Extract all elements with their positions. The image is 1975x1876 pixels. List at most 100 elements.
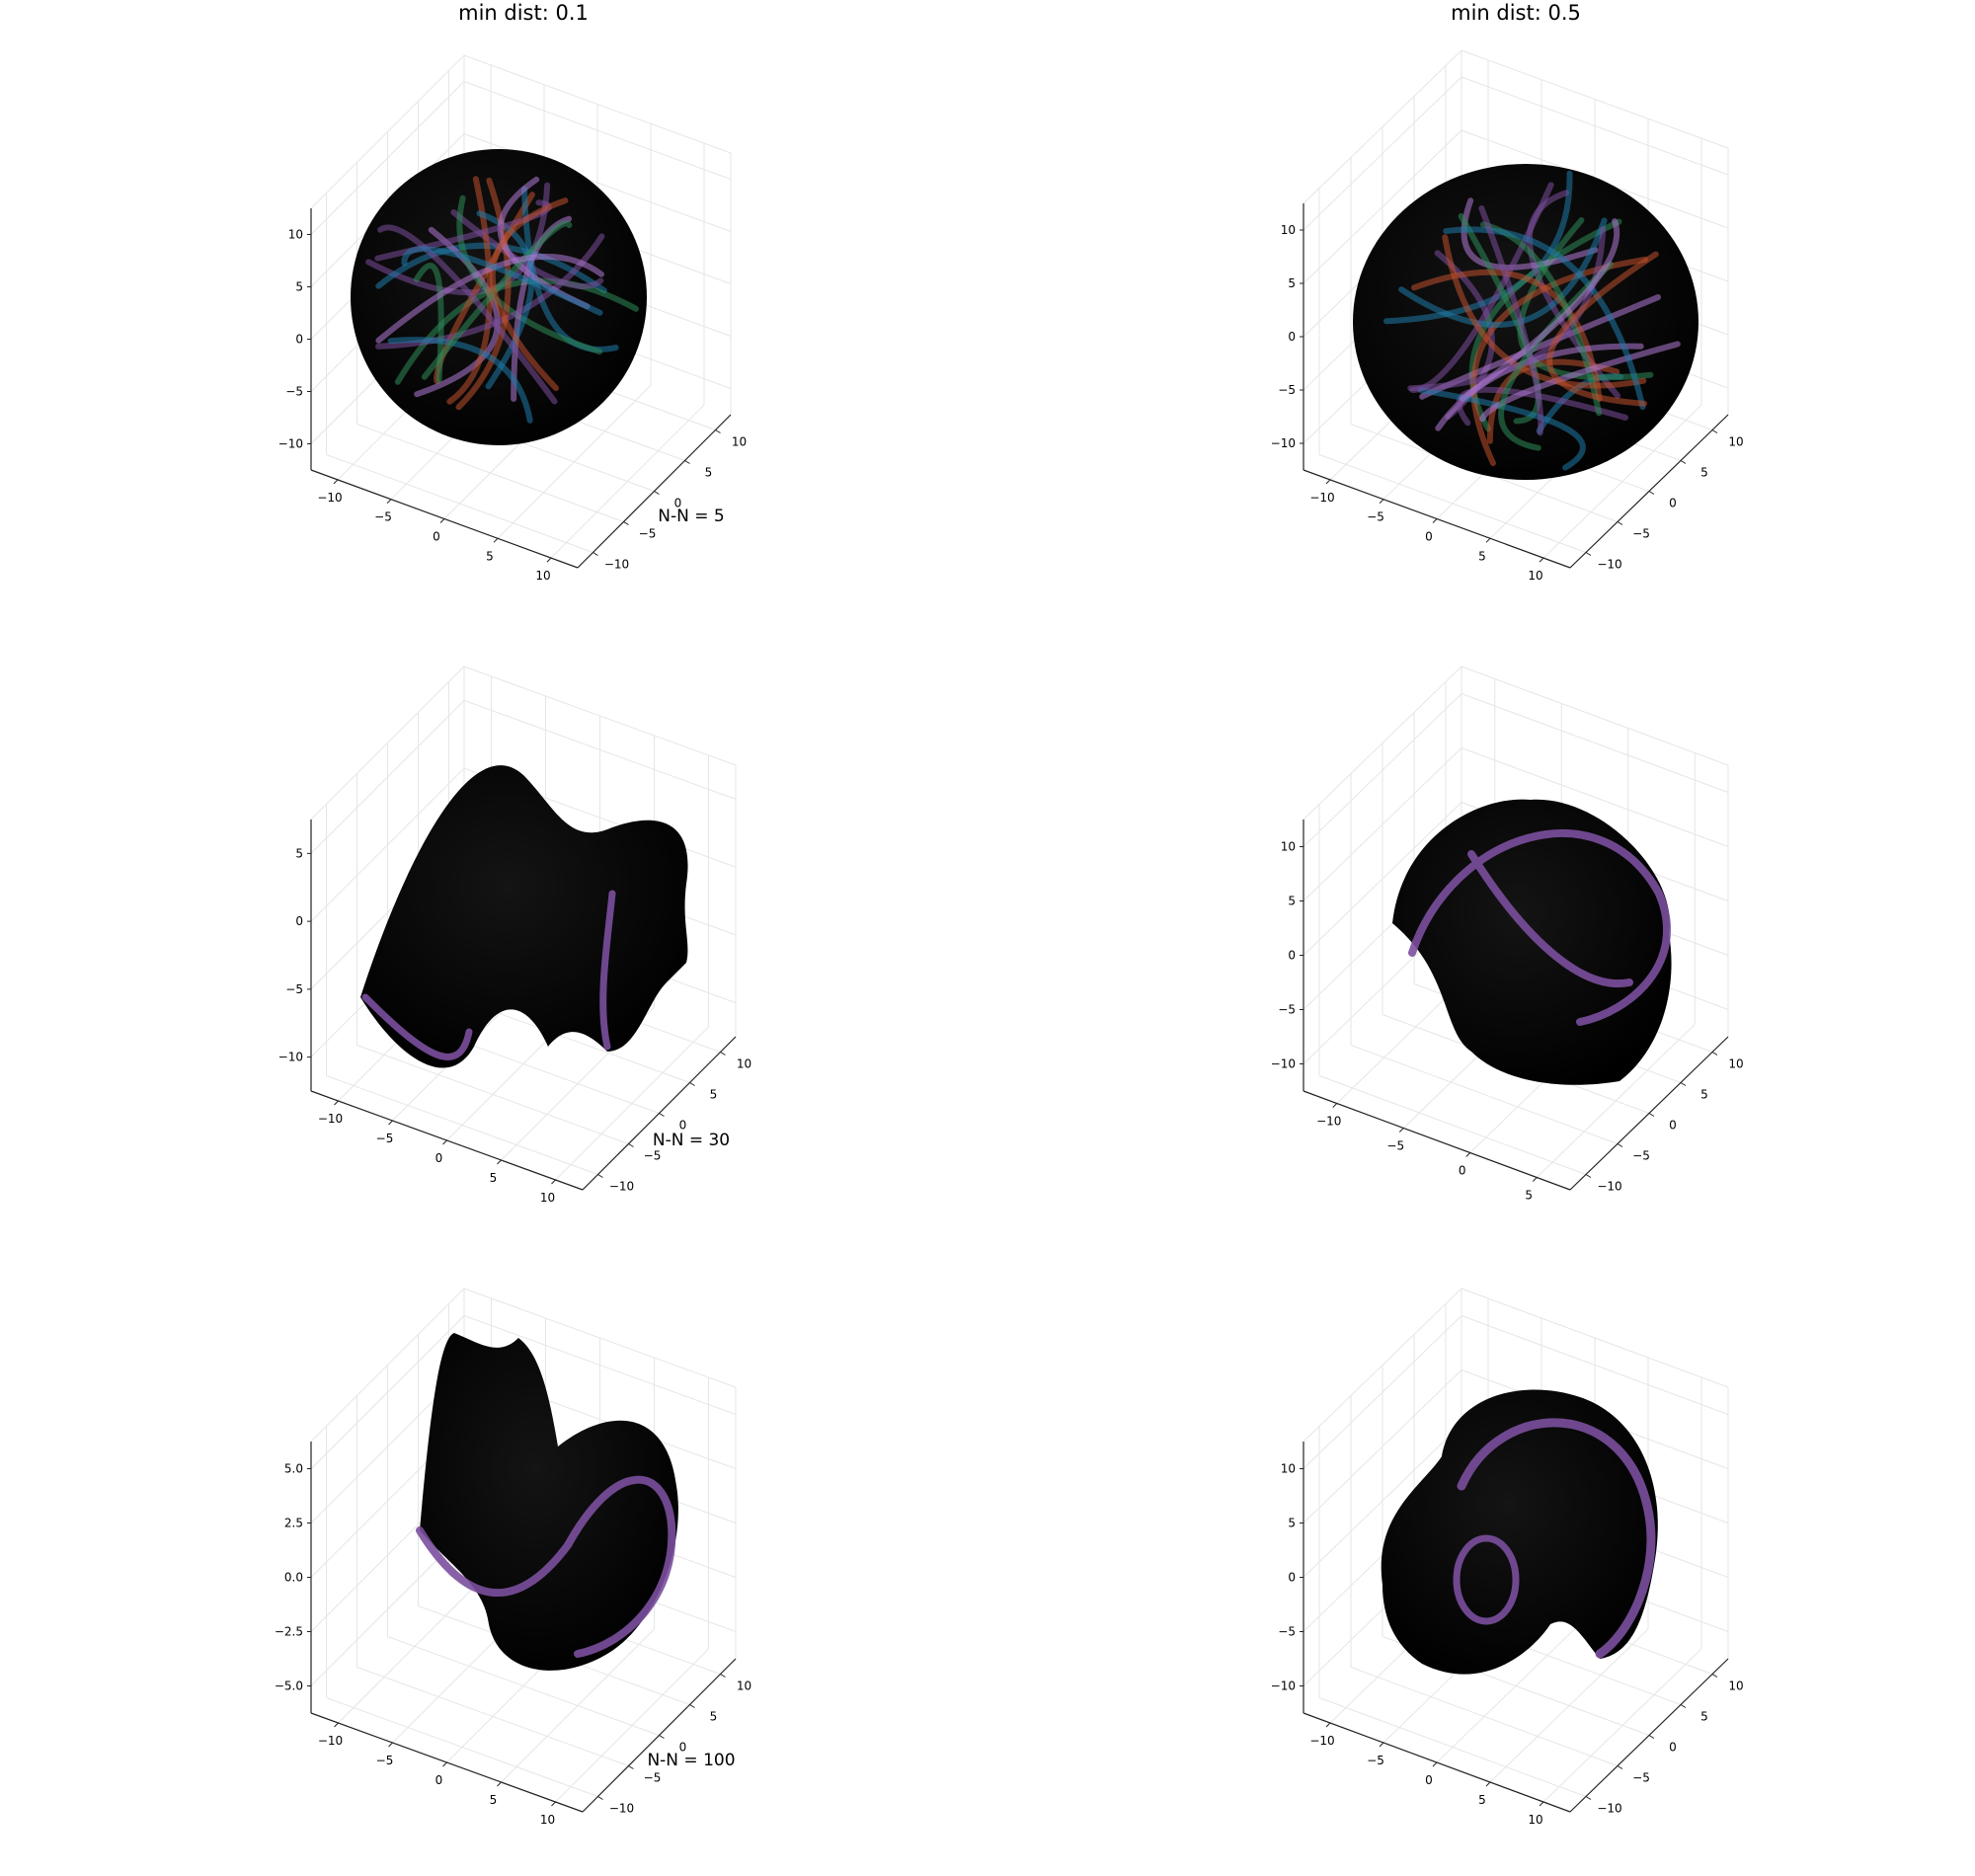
column-title-2: min dist: 0.5: [1451, 1, 1581, 25]
y-tick-label: 10: [1728, 1680, 1743, 1693]
x-tick-label: −10: [318, 1734, 343, 1748]
panel-6: −10 −5 0 5 10 −10 −5 0 5 10 −10 −5 0 5 10: [1271, 1288, 1744, 1827]
z-tick-label: 0: [295, 914, 303, 928]
z-tick-label: 0: [1288, 330, 1296, 344]
strand: [1456, 386, 1629, 427]
y-tick-label: −5: [644, 1149, 662, 1163]
y-tick-label: −10: [609, 1802, 634, 1816]
strand: [1546, 251, 1659, 407]
y-tick-label: 5: [705, 466, 713, 480]
point-cloud-body: [1381, 1389, 1658, 1675]
y-tick-label: 10: [1728, 1057, 1743, 1071]
boundary-strand: [416, 1475, 676, 1658]
x-tick-label: 10: [1528, 1813, 1542, 1827]
x-tick-label: −5: [1367, 510, 1384, 524]
z-tick-label: −10: [1271, 1680, 1296, 1693]
y-tick-label: −5: [1632, 1771, 1650, 1785]
x-tick-label: 0: [433, 530, 440, 544]
y-tick-label: 10: [737, 1680, 751, 1693]
x-tick-label: −10: [1309, 491, 1334, 505]
strand: [413, 263, 444, 383]
x-tick-label: 10: [1528, 569, 1542, 583]
row-label: N-N = 100: [647, 1751, 735, 1770]
y-tick-label: 5: [710, 1710, 718, 1724]
z-tick-label: 10: [1281, 223, 1296, 237]
y-tick-label: 0: [1669, 497, 1677, 510]
z-tick-label: −5: [285, 385, 303, 399]
y-tick-label: −10: [604, 558, 629, 572]
strand: [1498, 261, 1615, 451]
z-tick-label: 5: [1288, 895, 1296, 908]
x-tick-label: 5: [1525, 1189, 1533, 1203]
x-tick-label: 10: [535, 569, 550, 583]
z-tick-label: −5: [1278, 1625, 1296, 1639]
y-tick-label: 5: [1700, 1088, 1708, 1102]
z-tick-label: 5: [295, 280, 303, 294]
x-tick-label: −10: [1316, 1115, 1341, 1129]
column-title-1: min dist: 0.1: [458, 1, 589, 25]
x-tick-label: −10: [1309, 1734, 1334, 1748]
x-tick-label: −5: [376, 1754, 394, 1767]
y-tick-label: 0: [1669, 1119, 1677, 1133]
z-tick-label: 5: [1288, 276, 1296, 290]
x-tick-label: 5: [486, 549, 494, 563]
z-tick-label: 0: [1288, 1571, 1296, 1585]
x-tick-label: 5: [490, 1171, 498, 1185]
x-tick-label: 5: [1478, 549, 1486, 563]
x-tick-label: 0: [1425, 530, 1433, 544]
x-tick-label: 0: [1425, 1773, 1433, 1787]
y-tick-label: −10: [1597, 1180, 1621, 1194]
z-tick-label: 0: [1288, 949, 1296, 963]
strand: [489, 197, 569, 392]
y-tick-label: 0: [679, 1741, 687, 1755]
z-tick-label: 10: [1281, 840, 1296, 854]
y-tick-label: −10: [1597, 1802, 1621, 1816]
z-tick-label: 0: [295, 333, 303, 347]
strand: [401, 246, 603, 316]
z-tick-label: 10: [1281, 1462, 1296, 1476]
strand: [1417, 387, 1586, 471]
x-tick-label: 0: [435, 1151, 443, 1165]
z-tick-label: 2.5: [284, 1517, 303, 1530]
row-label: N-N = 5: [658, 507, 724, 526]
x-tick-label: −10: [317, 491, 342, 505]
z-tick-label: 10: [288, 228, 303, 242]
z-tick-label: −5: [285, 982, 303, 996]
boundary-loop: [1453, 1534, 1520, 1625]
y-tick-label: 10: [732, 435, 747, 449]
strand: [456, 195, 603, 355]
y-tick-label: −10: [1597, 558, 1621, 572]
strand: [1459, 218, 1620, 402]
y-tick-label: 10: [1728, 435, 1743, 449]
panel-3: −10 −5 0 5 10 −10 −5 0 5 10 −10 −5 0 5 N-N = 30: [278, 665, 751, 1205]
z-tick-label: −5: [1278, 1003, 1296, 1017]
x-tick-label: 10: [540, 1191, 555, 1205]
y-tick-label: 0: [679, 1119, 687, 1133]
z-tick-label: 0.0: [284, 1571, 303, 1585]
x-tick-label: 0: [435, 1773, 443, 1787]
x-tick-label: −10: [318, 1112, 343, 1126]
z-tick-label: 5: [295, 846, 303, 860]
z-tick-label: 5.0: [284, 1462, 303, 1476]
y-tick-label: −10: [609, 1180, 634, 1194]
strand: [1470, 256, 1649, 467]
x-tick-label: −5: [376, 1132, 394, 1145]
strand: [1398, 217, 1608, 328]
strand: [377, 224, 558, 405]
x-axis-line: [1303, 1090, 1571, 1191]
z-tick-label: −10: [1271, 436, 1296, 450]
y-tick-label: −5: [644, 1771, 662, 1785]
strand: [1419, 294, 1662, 400]
y-tick-label: 10: [737, 1057, 751, 1071]
x-tick-label: −5: [374, 510, 392, 524]
strand: [375, 253, 605, 344]
strand: [421, 220, 573, 380]
z-tick-label: −5: [1278, 383, 1296, 397]
strand: [387, 337, 533, 424]
y-tick-label: −5: [1632, 1149, 1650, 1163]
y-tick-label: 5: [1700, 466, 1708, 480]
x-tick-label: 0: [1459, 1164, 1466, 1178]
point-cloud-body: [1392, 799, 1672, 1085]
boundary-strand: [1408, 828, 1671, 1026]
